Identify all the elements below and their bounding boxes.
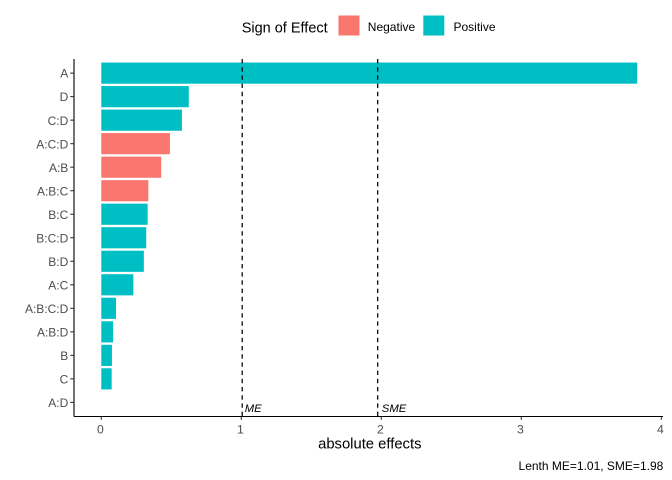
- svg-text:A:B: A:B: [49, 161, 68, 175]
- svg-text:ME: ME: [245, 403, 262, 415]
- svg-text:C: C: [60, 372, 69, 386]
- svg-text:3: 3: [517, 422, 524, 436]
- svg-text:B:C: B:C: [48, 208, 68, 222]
- svg-text:A:B:D: A:B:D: [37, 325, 69, 339]
- svg-text:4: 4: [657, 422, 664, 436]
- svg-text:absolute effects: absolute effects: [318, 437, 421, 453]
- svg-text:A:B:C: A:B:C: [37, 184, 69, 198]
- svg-text:B: B: [60, 349, 68, 363]
- svg-text:SME: SME: [382, 403, 407, 415]
- svg-text:B:D: B:D: [48, 255, 68, 269]
- svg-text:1: 1: [237, 422, 244, 436]
- svg-text:A:C:D: A:C:D: [36, 137, 68, 151]
- svg-text:Negative: Negative: [368, 20, 416, 34]
- svg-text:D: D: [60, 90, 69, 104]
- svg-text:Sign of Effect: Sign of Effect: [242, 20, 328, 36]
- svg-text:C:D: C:D: [48, 114, 69, 128]
- svg-text:2: 2: [377, 422, 384, 436]
- svg-text:Positive: Positive: [454, 20, 496, 34]
- svg-text:A:C: A:C: [48, 278, 68, 292]
- svg-text:B:C:D: B:C:D: [36, 231, 68, 245]
- svg-text:A: A: [60, 67, 68, 81]
- svg-text:A:D: A:D: [48, 396, 68, 410]
- svg-text:Lenth ME=1.01, SME=1.98: Lenth ME=1.01, SME=1.98: [519, 459, 664, 473]
- svg-text:0: 0: [97, 422, 104, 436]
- svg-text:A:B:C:D: A:B:C:D: [25, 302, 69, 316]
